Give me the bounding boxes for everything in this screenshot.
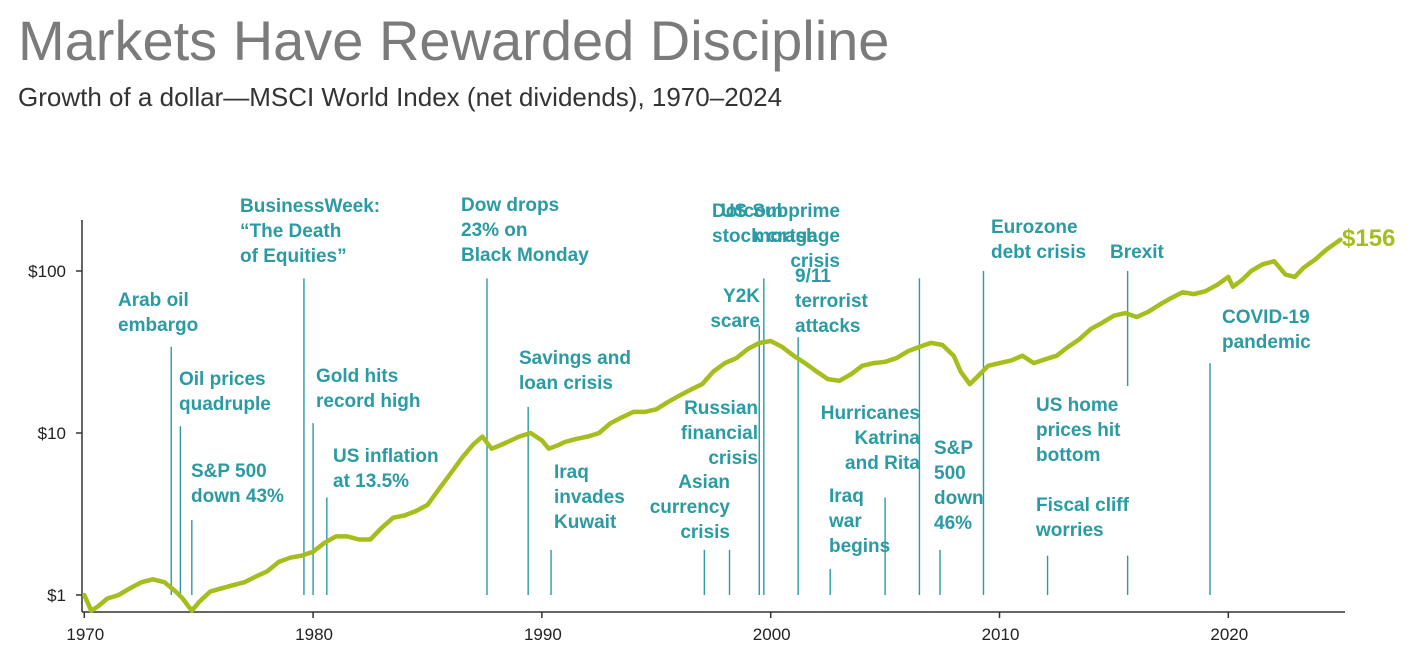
annotation-label: COVID-19 pandemic (1222, 307, 1311, 353)
annotation-label-line: and Rita (845, 453, 920, 474)
annotation-label-line: quadruple (179, 394, 271, 415)
annotation-label-line: Russian (684, 398, 758, 419)
chart-title: Markets Have Rewarded Discipline (18, 9, 890, 72)
annotation-label: Iraq war begins (828, 486, 890, 557)
annotation-label-line: Savings and (519, 348, 631, 369)
annotation-label-line: 23% on (461, 220, 528, 241)
annotation-label: Dow drops 23% on Black Monday (461, 195, 589, 266)
annotation-label-line: Hurricanes (821, 403, 920, 424)
annotation-label-line: Y2K (723, 286, 760, 307)
annotation-label-line: war (828, 511, 862, 532)
annotation-label: US Subprime mortgage crisis (721, 201, 840, 272)
annotation-label: 9/11 terrorist attacks (795, 266, 869, 337)
annotation-label: Y2K scare (710, 286, 760, 332)
annotation-label-line: at 13.5% (333, 471, 409, 492)
annotation-label-line: Asian (678, 472, 730, 493)
annotation-label-line: 500 (934, 463, 966, 484)
annotation-label-line: stock crash (712, 226, 818, 247)
end-value-label: $156 (1342, 225, 1395, 252)
annotation-label-line: scare (710, 311, 760, 332)
annotation-label: S&P 500 down 43% (191, 461, 284, 507)
annotation-label-line: Oil prices (179, 369, 266, 390)
annotation-label: Gold hits record high (316, 366, 421, 412)
annotation-label: Arab oil embargo (118, 290, 198, 336)
axes (81, 220, 1345, 613)
annotation-label-line: S&P 500 (191, 461, 267, 482)
annotation-label-line: Dotcom (712, 201, 783, 222)
annotation-label-line: Eurozone (991, 217, 1078, 238)
series-line (82, 237, 1343, 613)
annotation-label-line: crisis (680, 522, 730, 543)
annotation-label: Asian currency crisis (650, 472, 731, 543)
annotation-label-line: attacks (795, 316, 861, 337)
annotation-label-line: financial (681, 423, 758, 444)
series-group (82, 237, 1343, 613)
annotation-label-line: Dow drops (461, 195, 559, 216)
annotation-label-line: Black Monday (461, 245, 589, 266)
annotation-labels: Arab oil embargo Oil prices quadruple S&P 50… (118, 195, 1311, 557)
annotation-label-line: of Equities” (240, 246, 347, 267)
x-tick-label: 2010 (982, 625, 1020, 644)
y-tick-label: $100 (28, 262, 66, 281)
annotation-label-line: Fiscal cliff (1036, 495, 1130, 516)
annotation-label: Hurricanes Katrina and Rita (821, 403, 921, 474)
annotation-label: US inflation at 13.5% (333, 446, 439, 492)
annotation-label: Dotcom stock crash (712, 201, 818, 247)
annotation-label-line: US Subprime (721, 201, 840, 222)
y-tick-label: $10 (38, 424, 66, 443)
annotation-label: US home prices hit bottom (1036, 395, 1121, 466)
annotation-label-line: Kuwait (554, 512, 617, 533)
y-tick-label: $1 (47, 586, 66, 605)
annotation-label: Brexit (1110, 242, 1165, 263)
annotation-label: Oil prices quadruple (179, 369, 271, 415)
annotation-label: Savings and loan crisis (519, 348, 631, 394)
x-tick-label: 1970 (66, 625, 104, 644)
chart-subtitle: Growth of a dollar—MSCI World Index (net… (18, 82, 783, 112)
annotation-label-line: currency (650, 497, 731, 518)
annotation-lines (170, 271, 1211, 595)
annotation-label: Russian financial crisis (681, 398, 758, 469)
annotation-label-line: 9/11 (795, 266, 831, 287)
annotation-label-line: pandemic (1222, 332, 1311, 353)
annotation-label-line: terrorist (795, 291, 869, 312)
annotation-label-line: down 43% (191, 486, 284, 507)
annotation-label-line: Iraq (829, 486, 864, 507)
annotation-label-line: mortgage (753, 226, 840, 247)
annotation-label: S&P 500 down 46% (934, 438, 984, 534)
ticks: $1 $10 $100 1970 1980 1990 2000 2010 2020 (28, 262, 1248, 644)
annotation-label-line: 46% (934, 513, 972, 534)
annotation-label-line: Arab oil (118, 290, 189, 311)
annotation-label-line: loan crisis (519, 373, 613, 394)
annotation-label-line: Gold hits (316, 366, 398, 387)
annotation-label-line: bottom (1036, 445, 1100, 466)
annotation-label-line: begins (829, 536, 890, 557)
annotation-label-line: US home (1036, 395, 1118, 416)
annotation-label-line: worries (1035, 520, 1104, 541)
annotation-label-line: Brexit (1110, 242, 1165, 263)
annotation-label-line: US inflation (333, 446, 439, 467)
annotation-label-line: prices hit (1036, 420, 1121, 441)
annotation-label-line: Katrina (855, 428, 921, 449)
annotation-label-line: COVID-19 (1222, 307, 1310, 328)
annotation-label-line: crisis (790, 251, 840, 272)
annotation-label: Fiscal cliff worries (1035, 495, 1130, 541)
annotation-label-line: embargo (118, 315, 198, 336)
annotation-label-line: BusinessWeek: (240, 196, 380, 217)
annotation-label-line: down (934, 488, 984, 509)
annotation-label-line: Iraq (554, 462, 589, 483)
x-tick-label: 2000 (753, 625, 791, 644)
annotation-label-line: debt crisis (991, 242, 1086, 263)
x-tick-label: 2020 (1210, 625, 1248, 644)
x-tick-label: 1990 (524, 625, 562, 644)
annotation-label-line: record high (316, 391, 421, 412)
annotation-label-line: invades (554, 487, 625, 508)
annotation-label: BusinessWeek: “The Death of Equities” (240, 196, 380, 267)
annotation-label-line: crisis (708, 448, 758, 469)
annotation-label: Eurozone debt crisis (991, 217, 1086, 263)
x-tick-label: 1980 (295, 625, 333, 644)
annotation-label-line: S&P (934, 438, 973, 459)
annotation-label-line: “The Death (240, 221, 341, 242)
annotation-label: Iraq invades Kuwait (554, 462, 625, 533)
